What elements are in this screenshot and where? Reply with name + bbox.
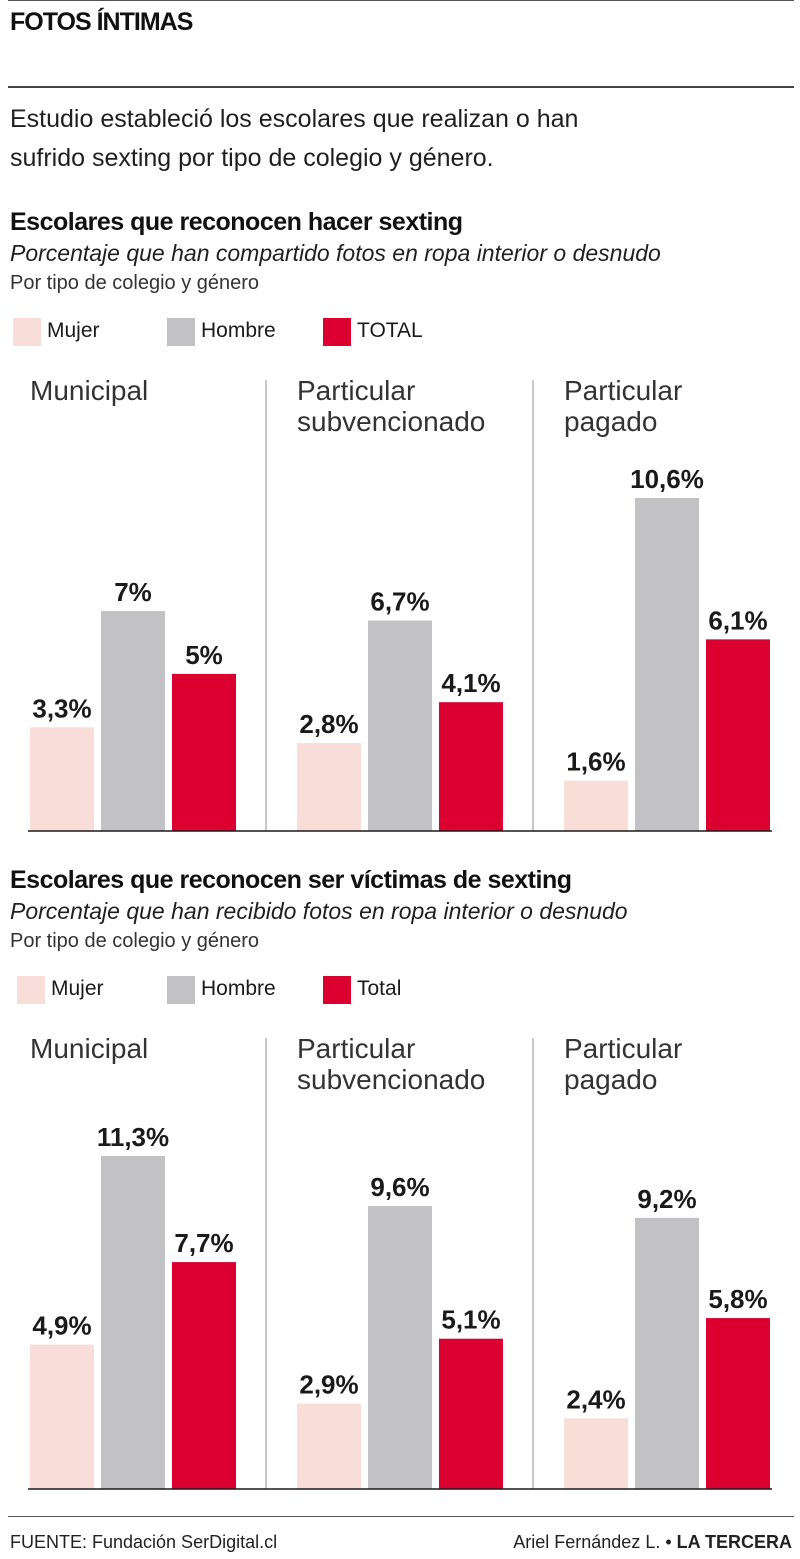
legend: Mujer Hombre Total — [0, 976, 800, 1016]
bar-hombre-0 — [101, 611, 165, 831]
bar-total-1 — [439, 1338, 503, 1489]
category-label-2: Particular pagado — [564, 1033, 682, 1095]
legend-label-hombre: Hombre — [201, 319, 276, 342]
section-title: Escolares que reconocen ser víctimas de … — [10, 866, 572, 894]
legend-swatch-total — [323, 318, 351, 346]
bar-total-0 — [172, 1262, 236, 1489]
data-label-mujer-0: 3,3% — [32, 693, 91, 723]
bar-mujer-1 — [297, 743, 361, 831]
data-label-total-2: 5,8% — [708, 1284, 767, 1314]
category-label-1: Particular subvencionado — [297, 375, 485, 437]
bar-mujer-2 — [564, 1418, 628, 1489]
legend-swatch-total — [323, 976, 351, 1004]
data-label-total-1: 5,1% — [441, 1305, 500, 1335]
bar-mujer-2 — [564, 780, 628, 831]
section-note: Por tipo de colegio y género — [10, 272, 260, 294]
data-label-mujer-1: 2,9% — [299, 1370, 358, 1400]
bar-total-2 — [706, 1318, 770, 1489]
legend: Mujer Hombre TOTAL — [0, 318, 800, 358]
bar-total-2 — [706, 639, 770, 831]
legend-label-mujer: Mujer — [47, 319, 100, 342]
credit-line: Ariel Fernández L. • LA TERCERA — [513, 1532, 792, 1553]
bar-mujer-0 — [30, 727, 94, 831]
header-rule — [8, 86, 794, 88]
section-title: Escolares que reconocen hacer sexting — [10, 208, 463, 236]
category-label-0: Municipal — [30, 1033, 148, 1064]
section-subtitle: Porcentaje que han recibido fotos en rop… — [10, 898, 628, 924]
legend-swatch-hombre — [167, 318, 195, 346]
data-label-mujer-2: 2,4% — [566, 1384, 625, 1414]
bar-hombre-1 — [368, 1206, 432, 1489]
bottom-rule — [8, 1516, 794, 1517]
legend-label-hombre: Hombre — [201, 977, 276, 1000]
data-label-mujer-0: 4,9% — [32, 1311, 91, 1341]
data-label-hombre-1: 6,7% — [370, 587, 429, 617]
category-label-0: Municipal — [30, 375, 148, 406]
author-credit: Ariel Fernández L. • — [513, 1532, 672, 1552]
bar-hombre-2 — [635, 1217, 699, 1489]
data-label-hombre-2: 10,6% — [630, 464, 704, 494]
data-label-hombre-2: 9,2% — [637, 1184, 696, 1214]
bar-total-1 — [439, 702, 503, 831]
data-label-hombre-1: 9,6% — [370, 1172, 429, 1202]
section-subtitle: Porcentaje que han compartido fotos en r… — [10, 240, 661, 266]
category-label-1: Particular subvencionado — [297, 1033, 485, 1095]
data-label-mujer-2: 1,6% — [566, 747, 625, 777]
legend-swatch-hombre — [167, 976, 195, 1004]
top-rule — [8, 0, 794, 1]
data-label-total-0: 5% — [185, 640, 223, 670]
intro-line-1: Estudio estableció los escolares que rea… — [10, 105, 579, 133]
data-label-hombre-0: 7% — [114, 577, 152, 607]
source-note: FUENTE: Fundación SerDigital.cl — [10, 1532, 278, 1552]
bar-mujer-0 — [30, 1344, 94, 1489]
legend-label-total: TOTAL — [357, 319, 423, 342]
bar-hombre-1 — [368, 620, 432, 831]
section-hacer-sexting: Escolares que reconocen hacer sexting Po… — [0, 208, 800, 848]
legend-swatch-mujer — [13, 318, 41, 346]
category-label-2: Particular pagado — [564, 375, 682, 437]
legend-swatch-mujer — [17, 976, 45, 1004]
intro-line-2: sufrido sexting por tipo de colegio y gé… — [10, 144, 494, 172]
bar-chart-hacer-sexting: Municipal 3,3% 7% 5% Particular subvencionado… — [28, 375, 772, 832]
section-note: Por tipo de colegio y género — [10, 930, 260, 952]
bar-chart-victimas-sexting: Municipal 4,9% 11,3% 7,7% Particular subvenci… — [28, 1033, 772, 1490]
legend-label-total: Total — [357, 977, 402, 1000]
bar-mujer-1 — [297, 1403, 361, 1489]
intro-text: Estudio estableció los escolares que rea… — [10, 100, 710, 178]
brand-name: LA TERCERA — [676, 1532, 792, 1552]
data-label-mujer-1: 2,8% — [299, 709, 358, 739]
bar-hombre-2 — [635, 498, 699, 831]
bar-hombre-0 — [101, 1156, 165, 1489]
legend-label-mujer: Mujer — [51, 977, 104, 1000]
page-kicker: FOTOS ÍNTIMAS — [10, 8, 193, 36]
data-label-total-0: 7,7% — [174, 1228, 233, 1258]
bar-total-0 — [172, 673, 236, 831]
data-label-total-2: 6,1% — [708, 605, 767, 635]
section-victimas-sexting: Escolares que reconocen ser víctimas de … — [0, 866, 800, 1506]
data-label-hombre-0: 11,3% — [97, 1122, 169, 1152]
data-label-total-1: 4,1% — [441, 668, 500, 698]
